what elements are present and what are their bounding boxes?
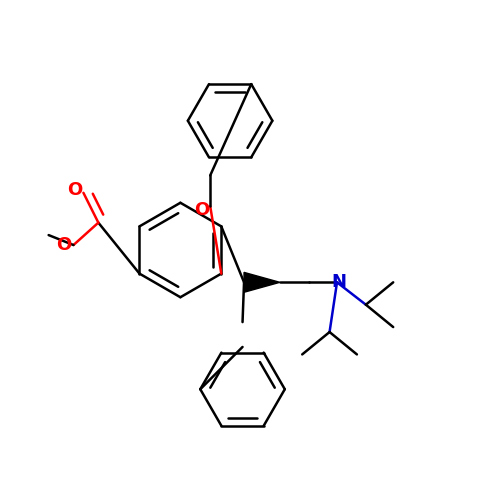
Text: N: N	[331, 274, 346, 291]
Text: O: O	[56, 236, 71, 254]
Text: O: O	[194, 201, 209, 219]
Polygon shape	[244, 272, 280, 292]
Text: O: O	[67, 182, 82, 200]
